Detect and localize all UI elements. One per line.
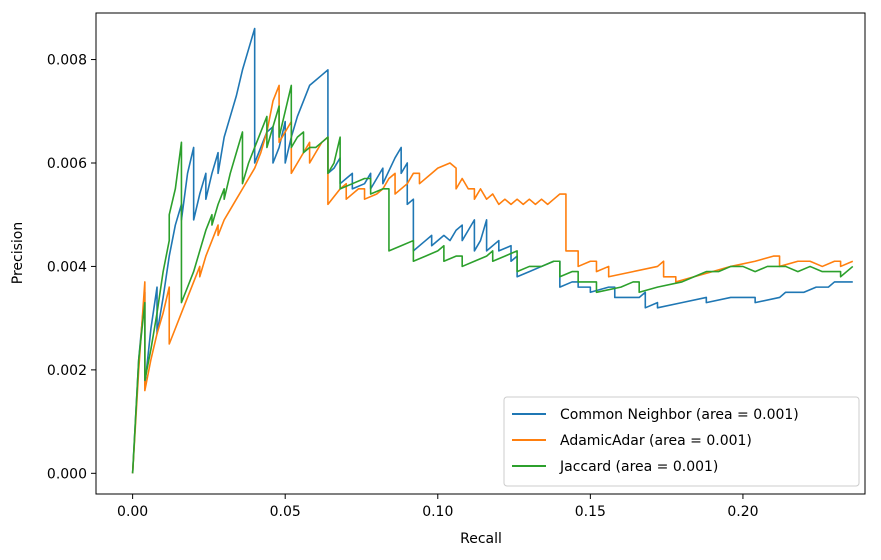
y-tick-label: 0.004 [47,259,87,275]
legend-label-0: Common Neighbor (area = 0.001) [560,407,799,423]
series-line-2 [131,84,854,474]
series-layer [131,27,854,474]
y-tick-label: 0.008 [47,53,87,69]
x-tick-label: 0.05 [270,504,301,520]
x-tick-label: 0.15 [575,504,606,520]
x-axis: 0.00 0.05 0.10 0.15 0.20 [117,494,759,520]
legend-label-1: AdamicAdar (area = 0.001) [560,433,752,449]
series-line-0 [131,27,853,474]
x-axis-label: Recall [460,531,502,547]
y-axis-label: Precision [10,222,26,284]
plot-area-frame [95,12,866,495]
y-axis: 0.000 0.002 0.004 0.006 0.008 [47,53,96,482]
legend-box [503,396,860,487]
y-tick-label: 0.006 [47,156,87,172]
y-tick-label: 0.000 [47,466,87,482]
series-line-1 [131,84,854,474]
x-tick-label: 0.00 [117,504,148,520]
legend-label-2: Jaccard (area = 0.001) [559,459,718,475]
y-tick-label: 0.002 [47,363,87,379]
x-tick-label: 0.10 [422,504,453,520]
legend: Common Neighbor (area = 0.001) AdamicAdar… [503,396,860,487]
x-tick-label: 0.20 [727,504,758,520]
